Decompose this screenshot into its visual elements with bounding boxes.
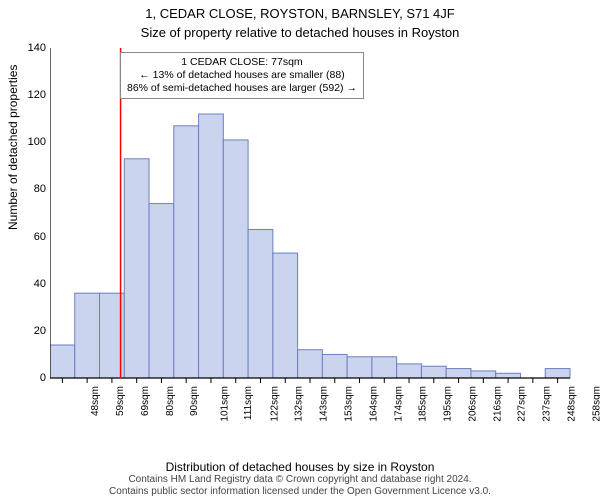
y-tick-label: 60 [18,231,46,243]
histogram-bar [174,126,199,378]
histogram-bar [248,230,273,379]
histogram-bar [496,373,521,378]
histogram-bar [298,350,323,378]
x-tick-label: 185sqm [418,386,429,422]
footer-line-2: Contains public sector information licen… [0,486,600,498]
histogram-bar [322,354,347,378]
histogram-bar [50,345,75,378]
histogram-bar [149,204,174,378]
x-tick-label: 69sqm [140,386,151,416]
y-tick-label: 100 [18,136,46,148]
histogram-plot [50,48,580,428]
histogram-bar [347,357,372,378]
x-tick-label: 174sqm [393,386,404,422]
histogram-bar [372,357,397,378]
x-tick-label: 122sqm [269,386,280,422]
histogram-bar [75,293,100,378]
annotation-line: ← 13% of detached houses are smaller (88… [127,69,357,82]
title-sub: Size of property relative to detached ho… [0,21,600,40]
x-tick-label: 101sqm [220,386,231,422]
histogram-bar [471,371,496,378]
annotation-line: 86% of semi-detached houses are larger (… [127,82,357,95]
x-tick-label: 258sqm [591,386,600,422]
footer-line-1: Contains HM Land Registry data © Crown c… [0,474,600,486]
footer-attribution: Contains HM Land Registry data © Crown c… [0,474,600,498]
title-main: 1, CEDAR CLOSE, ROYSTON, BARNSLEY, S71 4… [0,0,600,21]
histogram-bar [421,366,446,378]
histogram-bar [199,114,224,378]
x-tick-label: 143sqm [319,386,330,422]
y-tick-label: 40 [18,278,46,290]
x-tick-label: 206sqm [467,386,478,422]
histogram-bar [446,369,471,378]
x-tick-label: 80sqm [165,386,176,416]
x-tick-label: 90sqm [189,386,200,416]
histogram-bar [545,369,570,378]
chart-container: 1, CEDAR CLOSE, ROYSTON, BARNSLEY, S71 4… [0,0,600,500]
annotation-box: 1 CEDAR CLOSE: 77sqm← 13% of detached ho… [120,52,364,99]
x-tick-label: 48sqm [90,386,101,416]
x-tick-label: 59sqm [115,386,126,416]
y-tick-label: 80 [18,183,46,195]
x-tick-label: 164sqm [368,386,379,422]
y-tick-label: 0 [18,372,46,384]
x-axis-label: Distribution of detached houses by size … [0,460,600,474]
histogram-bar [273,253,298,378]
annotation-line: 1 CEDAR CLOSE: 77sqm [127,56,357,69]
y-tick-label: 20 [18,325,46,337]
histogram-bar [124,159,149,378]
y-tick-label: 120 [18,89,46,101]
x-tick-label: 111sqm [243,386,254,420]
x-tick-label: 248sqm [566,386,577,422]
x-tick-label: 195sqm [443,386,454,422]
x-tick-label: 216sqm [492,386,503,422]
x-tick-label: 153sqm [344,386,355,422]
y-tick-label: 140 [18,42,46,54]
x-tick-label: 227sqm [517,386,528,422]
histogram-bar [223,140,248,378]
x-tick-label: 237sqm [542,386,553,422]
x-tick-label: 132sqm [294,386,305,422]
chart-area: 020406080100120140 48sqm59sqm69sqm80sqm9… [50,48,580,428]
histogram-bar [397,364,422,378]
